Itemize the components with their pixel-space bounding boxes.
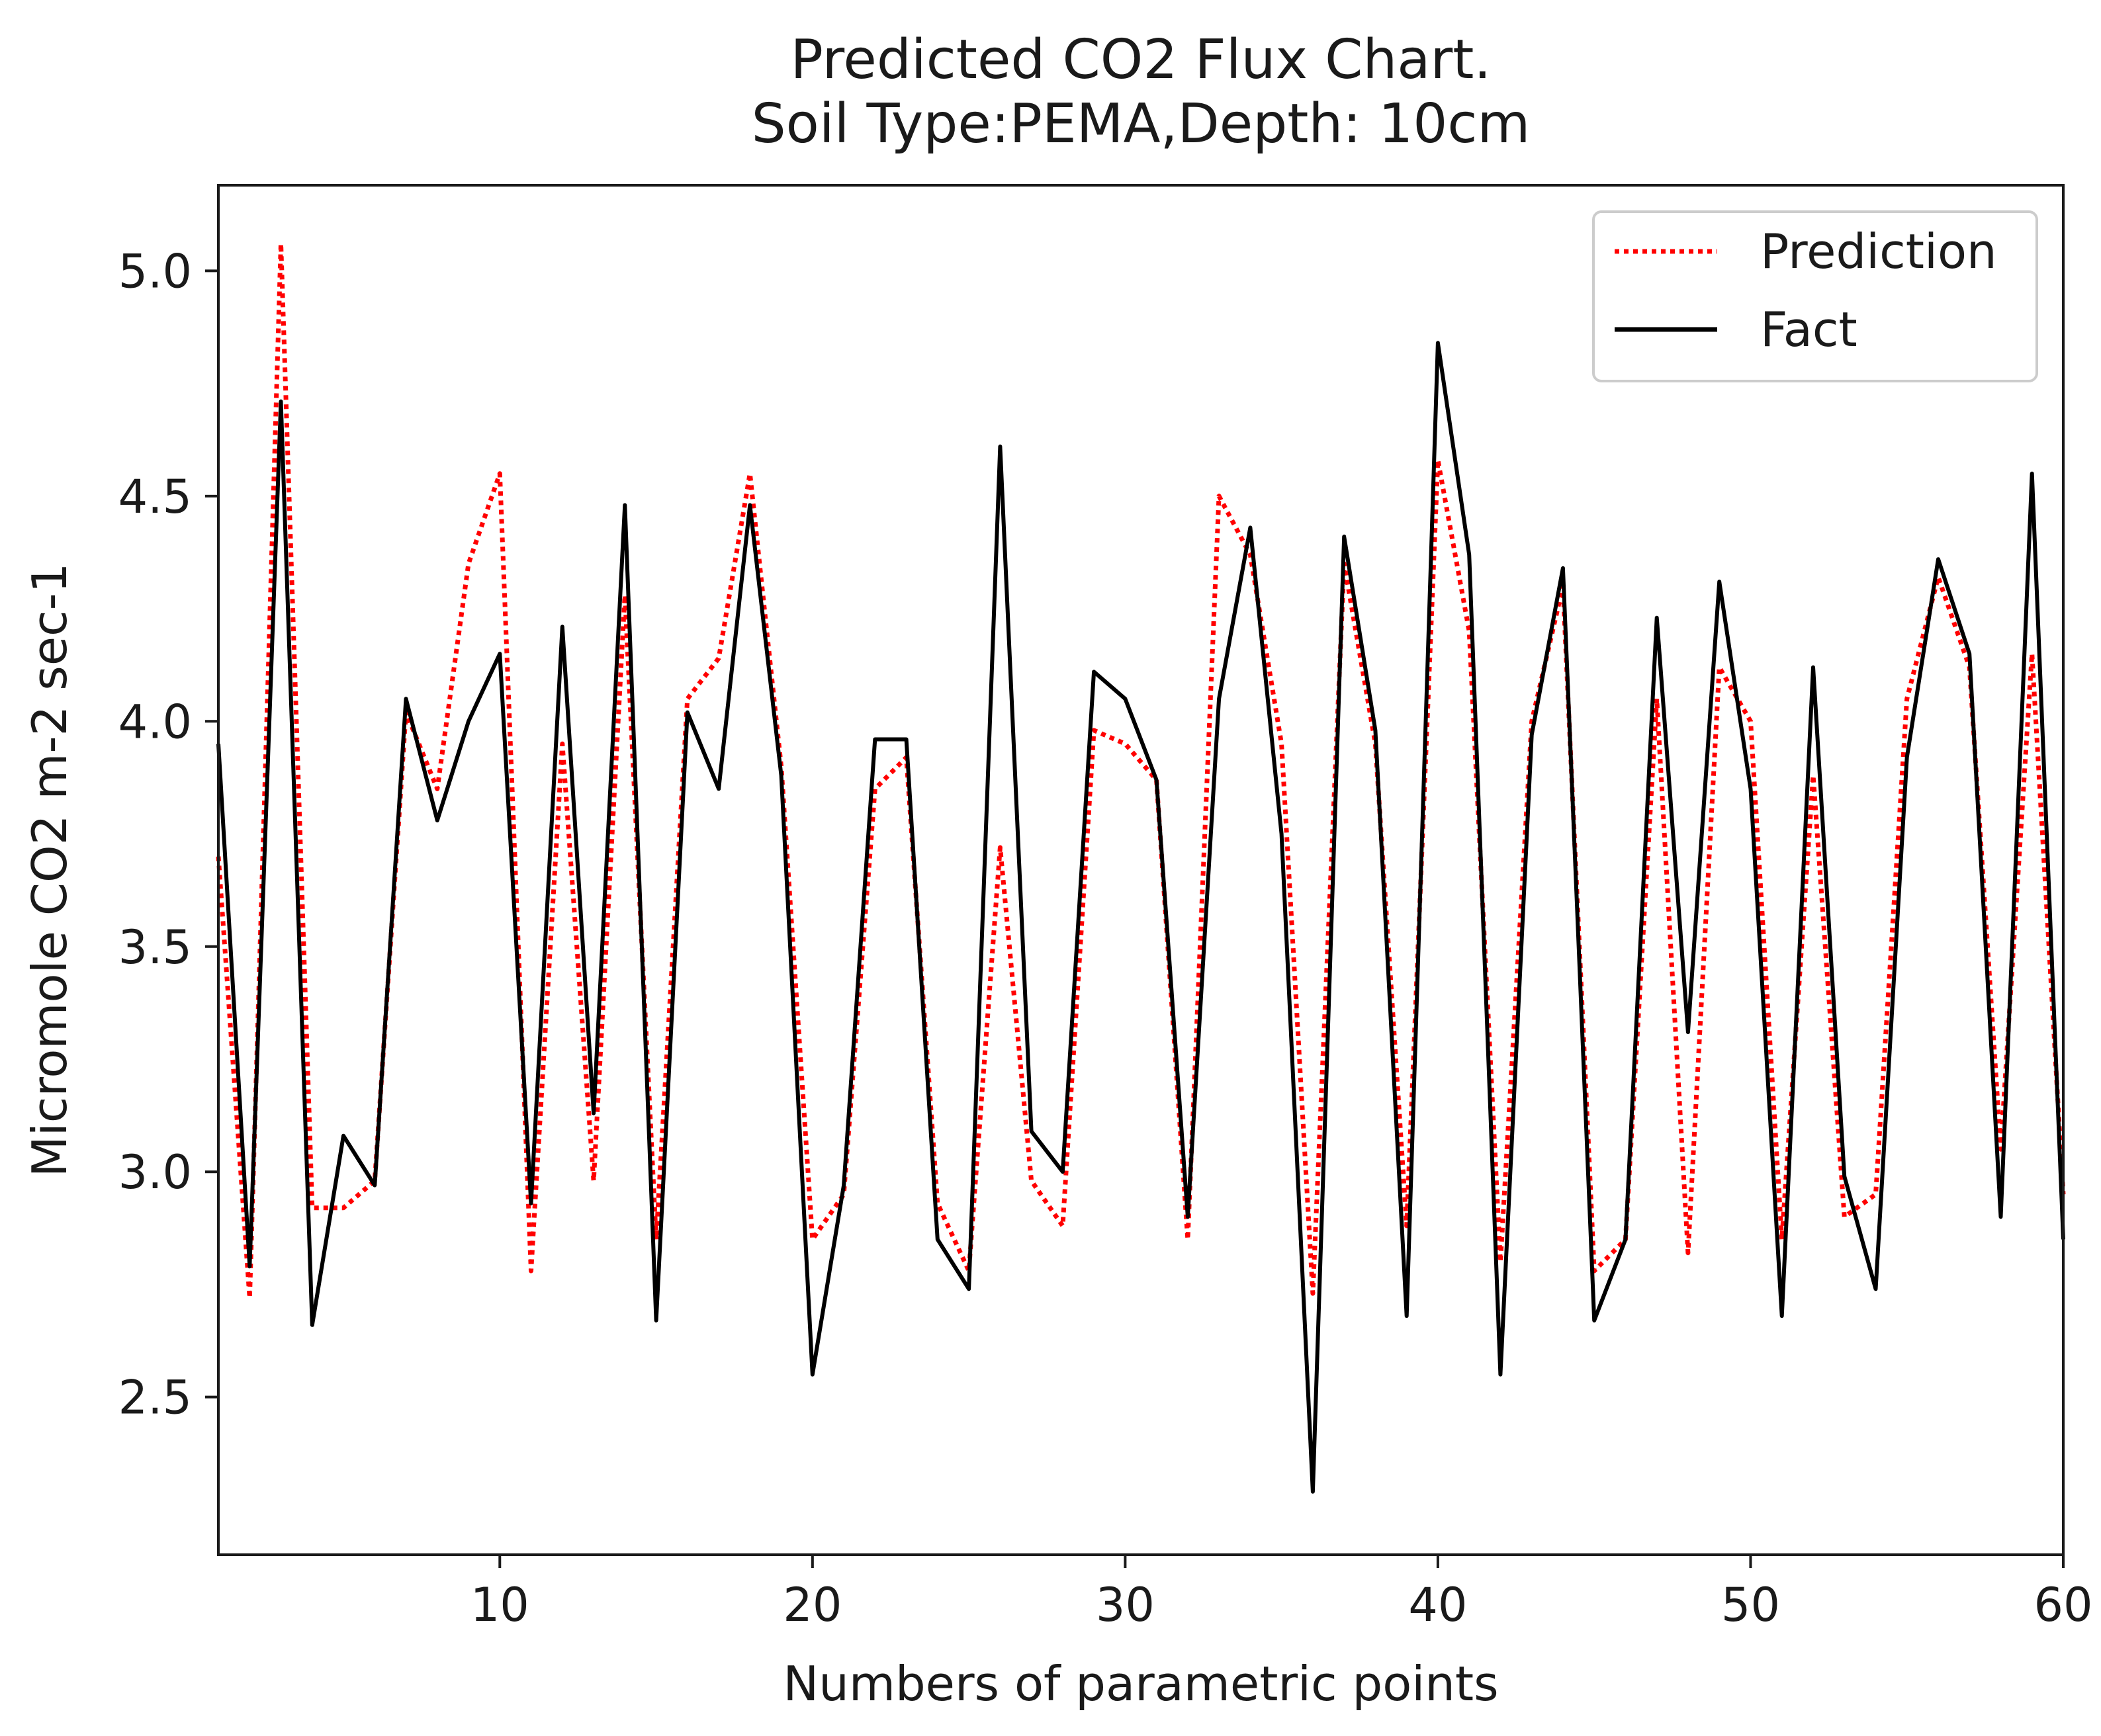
x-tick-label: 30: [1096, 1578, 1155, 1632]
legend-label-prediction: Prediction: [1760, 224, 1997, 279]
legend-label-fact: Fact: [1760, 302, 1857, 357]
y-tick-label: 4.5: [118, 470, 192, 524]
y-tick-label: 3.0: [118, 1145, 192, 1199]
series-line-fact: [216, 341, 2065, 1494]
chart-subtitle: Soil Type:PEMA,Depth: 10cm: [752, 93, 1531, 155]
series-lines: [216, 241, 2066, 1494]
x-tick-label: 20: [783, 1578, 842, 1632]
x-tick-label: 50: [1721, 1578, 1780, 1632]
y-axis-label: Micromole CO2 m-2 sec-1: [22, 563, 77, 1178]
chart-title: Predicted CO2 Flux Chart.: [791, 28, 1492, 91]
y-tick-label: 2.5: [118, 1371, 192, 1425]
axis-ticks: 10 20 30 40 50 60 2.5 3.0 3.5 4.0 4.5 5.0: [118, 244, 2093, 1632]
x-tick-label: 40: [1408, 1578, 1467, 1632]
legend: Prediction Fact: [1592, 210, 2038, 382]
plot-area-frame: [217, 184, 2065, 1556]
x-tick-label: 10: [470, 1578, 529, 1632]
legend-frame: [1592, 210, 2038, 382]
x-tick-label: 60: [2034, 1578, 2092, 1632]
series-line-prediction: [216, 241, 2066, 1301]
y-tick-label: 4.0: [118, 695, 192, 749]
y-tick-label: 3.5: [118, 920, 192, 975]
x-axis-label: Numbers of parametric points: [783, 1656, 1498, 1712]
y-tick-label: 5.0: [118, 244, 192, 298]
